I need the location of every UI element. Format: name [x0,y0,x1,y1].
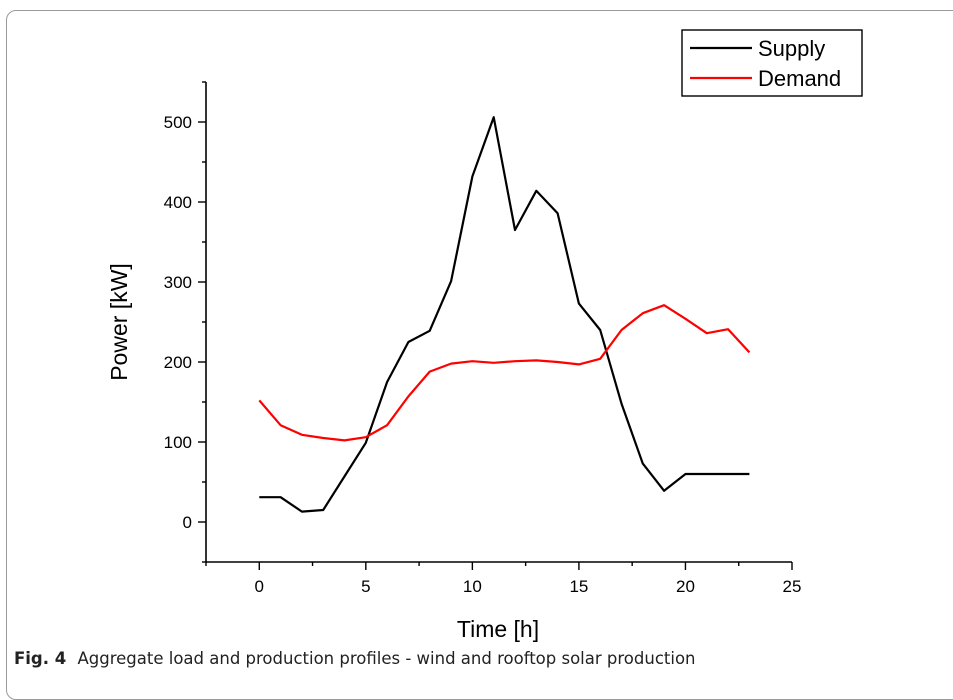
legend-label-supply: Supply [758,36,825,61]
x-tick-label: 25 [783,577,802,596]
chart-axes: 0 5 10 15 20 25 0 100 200 300 400 500 [164,81,802,596]
figure-caption: Fig. 4 Aggregate load and production pro… [14,649,696,668]
legend-label-demand: Demand [758,66,841,91]
figure-caption-text: Aggregate load and production profiles -… [77,649,696,668]
y-tick-label: 500 [164,113,192,132]
x-tick-label: 0 [255,577,264,596]
series-line-demand [258,304,751,442]
y-tick-label: 0 [183,513,192,532]
y-axis-label: Power [kW] [106,263,132,381]
legend-box [681,29,863,97]
y-tick-label: 100 [164,433,192,452]
chart-series [258,116,751,513]
y-tick-label: 300 [164,273,192,292]
y-tick-label: 400 [164,193,192,212]
chart-legend: Supply Demand [681,29,863,97]
y-tick-label: 200 [164,353,192,372]
series-line-supply [259,116,750,513]
x-tick-label: 10 [463,577,482,596]
x-tick-label: 5 [361,577,370,596]
x-tick-label: 20 [676,577,695,596]
x-axis-label: Time [h] [457,616,539,642]
x-tick-label: 15 [569,577,588,596]
figure-number: Fig. 4 [14,649,67,668]
